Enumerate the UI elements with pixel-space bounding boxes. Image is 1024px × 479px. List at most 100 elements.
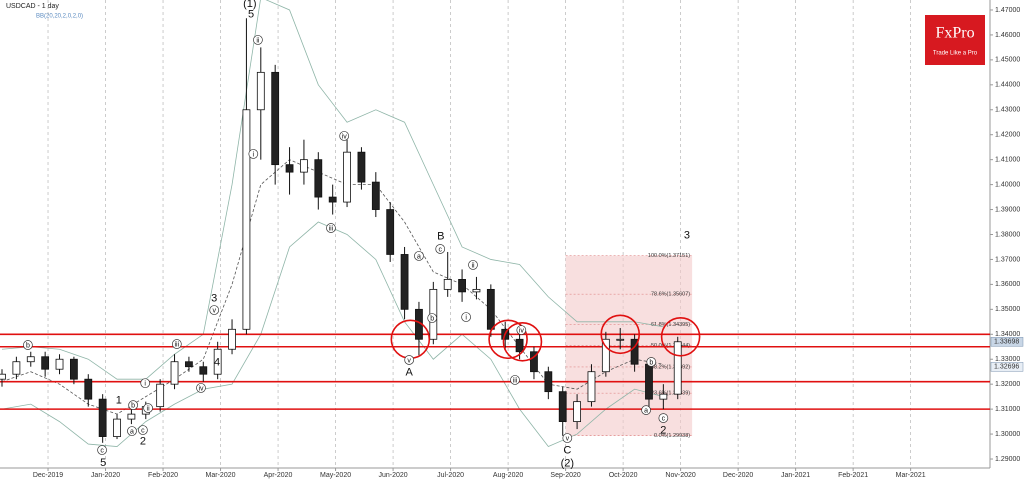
candle-body: [400, 254, 409, 310]
x-tick-label: Oct-2020: [609, 472, 638, 479]
y-tick-label: 1.46000: [995, 32, 1020, 39]
chart-subtitle: BB(20,20,2,0,2,0): [36, 14, 83, 20]
candle-body: [530, 351, 538, 373]
bollinger-upper: [1, 0, 664, 380]
candle-body: [199, 366, 208, 375]
candle-body: [443, 279, 452, 290]
x-tick-label: Mar-2020: [206, 472, 236, 479]
y-tick-label: 1.36000: [995, 281, 1020, 288]
wave-marker: [339, 131, 350, 141]
wave-marker: [461, 312, 471, 322]
price-label: 1.32696: [994, 364, 1019, 371]
y-tick-label: 1.34000: [995, 331, 1020, 338]
wave-label: iii: [175, 341, 180, 348]
fib-label: 61.8%(1.34395): [651, 322, 690, 328]
y-tick-label: 1.43000: [995, 107, 1020, 114]
wave-marker: [196, 383, 206, 393]
wave-label: 2: [660, 424, 666, 436]
wave-label: a: [644, 407, 648, 414]
wave-label: (1): [243, 0, 256, 10]
fib-label: 23.6%(1.31639): [651, 391, 690, 397]
wave-label: a: [130, 428, 134, 435]
x-tick-label: Feb-2020: [148, 472, 178, 479]
wave-label: b: [26, 342, 30, 349]
wave-marker: [468, 260, 478, 270]
wave-label: ii: [147, 405, 151, 412]
candle-body: [26, 356, 35, 363]
wave-label: i: [465, 314, 467, 321]
candle-body: [544, 371, 553, 393]
wave-marker: [209, 305, 220, 315]
wave-label: iv: [519, 327, 525, 334]
y-tick-label: 1.41000: [995, 157, 1020, 164]
y-tick-label: 1.44000: [995, 82, 1020, 89]
wave-label: 4: [214, 356, 220, 368]
logo-tagline: Trade Like a Pro: [933, 51, 978, 57]
candle-body: [170, 361, 179, 385]
candle-body: [256, 71, 265, 111]
candle-body: [616, 338, 625, 341]
wave-marker: [562, 433, 573, 443]
candle-body: [41, 356, 50, 370]
highlight-circle: [502, 321, 543, 362]
candle-body: [472, 288, 481, 293]
wave-marker: [127, 426, 137, 436]
candle-body: [371, 181, 380, 210]
x-tick-label: Aug-2020: [493, 472, 523, 479]
wave-label: C: [563, 444, 571, 456]
wave-marker: [171, 339, 182, 349]
wave-marker: [97, 445, 107, 455]
wave-marker: [414, 251, 424, 261]
wave-label: iii: [513, 377, 518, 384]
y-tick-label: 1.39000: [995, 206, 1020, 213]
wave-marker: [140, 378, 151, 389]
y-tick-label: 1.40000: [995, 181, 1020, 188]
wave-label: v: [212, 307, 216, 314]
candle-body: [69, 358, 78, 380]
candle-body: [601, 338, 610, 373]
bollinger-middle: [1, 159, 664, 415]
wave-marker: [138, 425, 148, 435]
wave-label: 5: [100, 457, 106, 469]
wave-label: ii: [256, 37, 260, 44]
wave-label: c: [100, 447, 104, 454]
candle-body: [185, 361, 193, 368]
wave-marker: [646, 357, 657, 367]
wave-marker: [23, 340, 33, 350]
wave-label: iv: [342, 133, 348, 140]
wave-label: c: [438, 246, 442, 253]
candle-body: [343, 151, 351, 203]
y-tick-label: 1.37000: [995, 256, 1020, 263]
highlight-circle: [660, 316, 701, 357]
y-tick-label: 1.33000: [995, 356, 1020, 363]
wave-marker: [253, 35, 263, 45]
wave-marker: [404, 355, 415, 365]
candle-body: [213, 348, 222, 375]
x-tick-label: Sep-2020: [550, 472, 580, 479]
y-tick-label: 1.38000: [995, 231, 1020, 238]
candle-body: [113, 418, 121, 437]
candle-body: [328, 196, 337, 203]
wave-label: (2): [561, 457, 574, 469]
y-tick-label: 1.32000: [995, 381, 1020, 388]
candle-body: [357, 151, 366, 183]
x-tick-label: Mar-2021: [896, 472, 926, 479]
candle-body: [98, 398, 107, 437]
price-label-box: [990, 337, 1024, 347]
wave-label: a: [417, 253, 421, 260]
wave-label: 1: [116, 395, 122, 407]
candle-body: [515, 338, 524, 353]
wave-marker: [427, 313, 438, 323]
x-tick-label: Apr-2020: [264, 472, 293, 479]
wave-marker: [143, 403, 153, 413]
x-tick-label: Jul-2020: [437, 472, 464, 479]
candle-body: [558, 391, 567, 422]
fib-label: 78.6%(1.35607): [651, 292, 690, 298]
candle-body: [228, 328, 236, 350]
price-label: 1.33698: [994, 339, 1019, 346]
logo-box: [925, 15, 985, 65]
candle-body: [55, 358, 64, 370]
price-label-box: [990, 362, 1024, 372]
